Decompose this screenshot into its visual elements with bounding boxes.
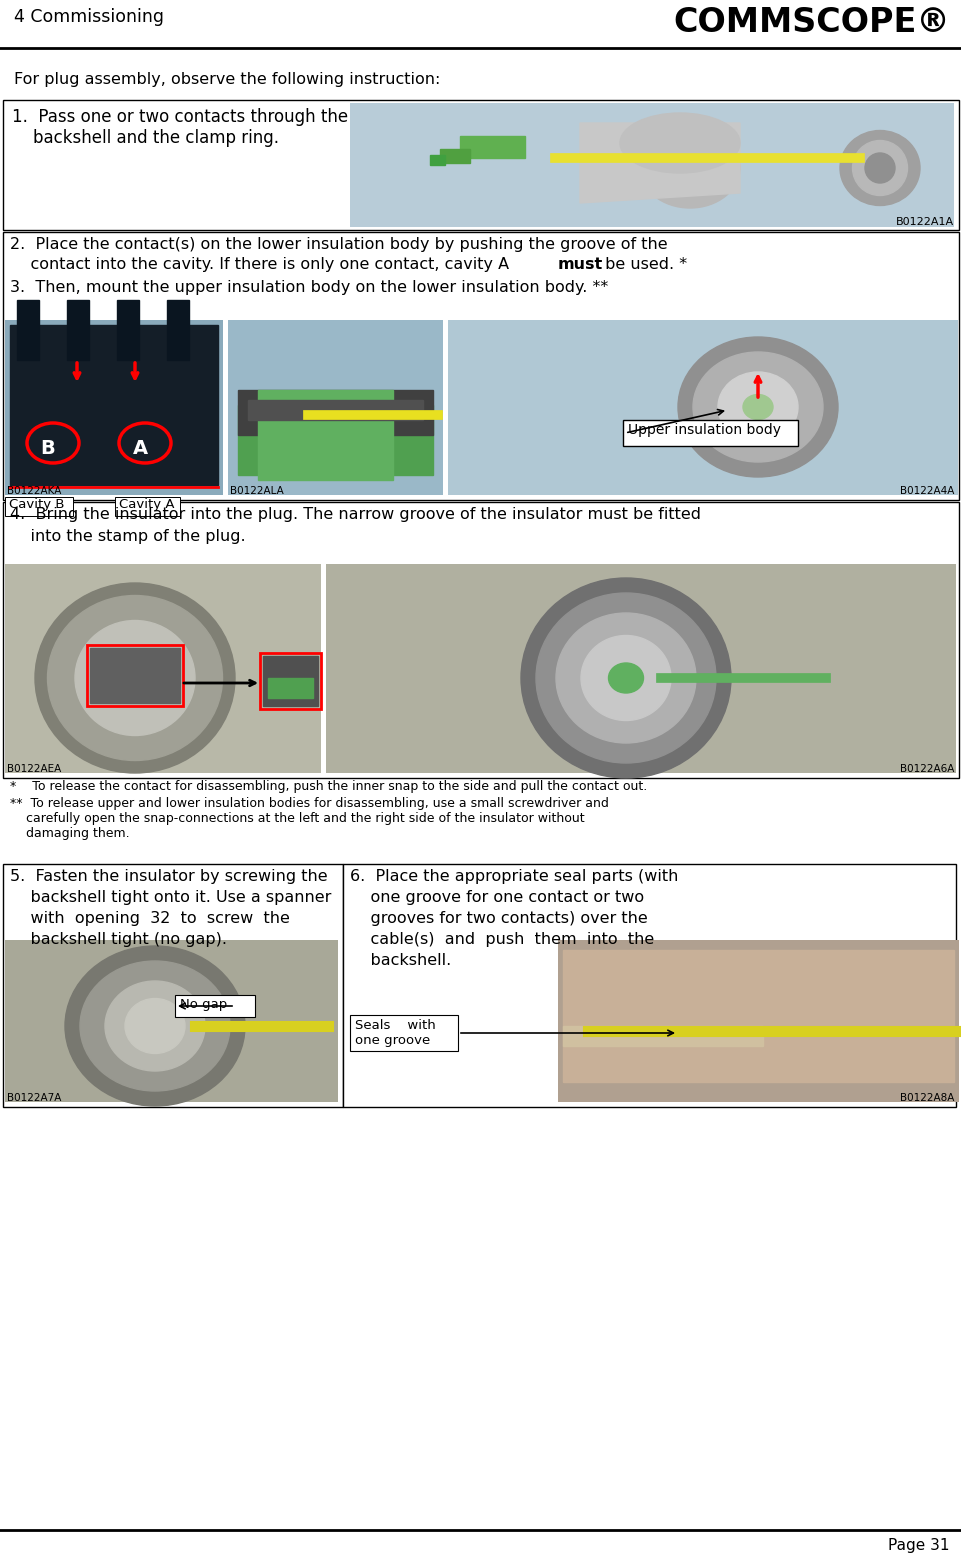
Text: 3.  Then, mount the upper insulation body on the lower insulation body. **: 3. Then, mount the upper insulation body… [10,280,607,294]
Text: must: must [557,257,603,272]
Ellipse shape [639,128,739,208]
Ellipse shape [75,620,195,736]
Bar [228,319,442,495]
Bar [167,300,188,360]
Bar [350,103,953,227]
Bar [86,645,183,706]
Bar [117,300,138,360]
Bar [237,405,432,476]
Text: No gap: No gap [180,998,227,1011]
Text: 1.  Pass one or two contacts through the
    backshell and the clamp ring.: 1. Pass one or two contacts through the … [12,108,348,147]
Ellipse shape [35,584,234,773]
Text: Upper insulation body: Upper insulation body [628,423,780,437]
Text: B0122AEA: B0122AEA [7,764,62,775]
Bar [67,300,89,360]
Text: *    To release the contact for disassembling, push the inner snap to the side a: * To release the contact for disassembli… [10,779,647,793]
Text: B0122A7A: B0122A7A [7,1092,62,1103]
Text: B0122A6A: B0122A6A [899,764,953,775]
Bar [3,864,343,1106]
Ellipse shape [864,153,894,183]
Bar [5,498,73,516]
Text: B0122ALA: B0122ALA [230,487,283,496]
Bar [237,390,432,435]
Ellipse shape [555,613,695,743]
Text: 4 Commissioning: 4 Commissioning [14,8,163,27]
Ellipse shape [851,141,906,196]
Bar [259,653,321,709]
Bar [448,319,957,495]
Bar [17,300,39,360]
Text: into the stamp of the plug.: into the stamp of the plug. [10,529,245,545]
Bar [10,326,218,485]
Bar [3,502,958,778]
Text: be used. *: be used. * [600,257,686,272]
Text: B0122A4A: B0122A4A [899,487,953,496]
Text: COMMSCOPE®: COMMSCOPE® [673,6,949,39]
Bar [262,656,318,706]
Bar [248,401,423,419]
Text: 6.  Place the appropriate seal parts (with
    one groove for one contact or two: 6. Place the appropriate seal parts (wit… [350,869,678,969]
Ellipse shape [580,635,671,720]
Text: **  To release upper and lower insulation bodies for disassembling, use a small : ** To release upper and lower insulation… [10,797,608,811]
Text: B0122A1A: B0122A1A [895,218,953,227]
Text: A: A [133,438,148,457]
Polygon shape [579,124,739,203]
Bar [343,864,955,1106]
Ellipse shape [65,945,245,1106]
Ellipse shape [717,372,798,441]
Ellipse shape [692,352,823,462]
Text: Cavity B: Cavity B [9,498,64,512]
Bar [3,100,958,230]
Ellipse shape [742,394,773,419]
Bar [115,498,180,516]
Bar [258,390,393,480]
Text: 4.  Bring the insulator into the plug. The narrow groove of the insulator must b: 4. Bring the insulator into the plug. Th… [10,507,701,523]
Text: Seals    with
one groove: Seals with one groove [355,1019,435,1047]
Ellipse shape [47,596,222,761]
Text: B: B [40,438,55,457]
Text: damaging them.: damaging them. [10,826,130,840]
Bar [350,1016,457,1052]
Bar [5,319,223,495]
Ellipse shape [535,593,715,764]
Text: carefully open the snap-connections at the left and the right side of the insula: carefully open the snap-connections at t… [10,812,584,825]
Text: B0122AKA: B0122AKA [7,487,62,496]
Text: Cavity A: Cavity A [119,498,174,512]
Bar [562,950,953,1081]
Bar [326,563,955,773]
Bar [623,419,798,446]
Bar [557,941,958,1102]
Bar [430,155,445,164]
Text: B0122A8A: B0122A8A [899,1092,953,1103]
Ellipse shape [80,961,230,1091]
Text: For plug assembly, observe the following instruction:: For plug assembly, observe the following… [14,72,440,88]
Bar [5,941,337,1102]
Bar [562,1027,762,1045]
Text: 5.  Fasten the insulator by screwing the
    backshell tight onto it. Use a span: 5. Fasten the insulator by screwing the … [10,869,331,947]
Ellipse shape [678,336,837,477]
Ellipse shape [839,130,919,205]
Bar [268,678,312,698]
Bar [3,232,958,499]
Ellipse shape [105,981,205,1070]
Bar [5,563,321,773]
Ellipse shape [521,577,730,778]
Text: Page 31: Page 31 [888,1538,949,1552]
Bar [439,149,470,163]
Bar [175,995,255,1017]
Ellipse shape [125,998,185,1053]
Bar [459,136,525,158]
Bar [90,648,180,703]
Text: contact into the cavity. If there is only one contact, cavity A: contact into the cavity. If there is onl… [10,257,514,272]
Ellipse shape [608,664,643,693]
Text: 2.  Place the contact(s) on the lower insulation body by pushing the groove of t: 2. Place the contact(s) on the lower ins… [10,236,667,252]
Ellipse shape [619,113,739,174]
